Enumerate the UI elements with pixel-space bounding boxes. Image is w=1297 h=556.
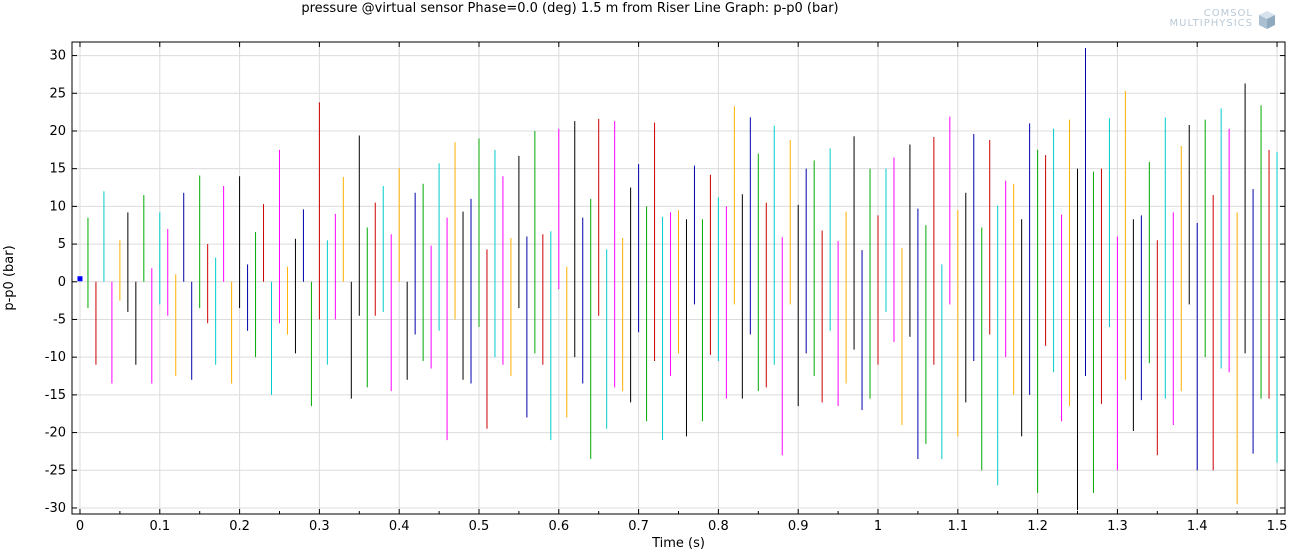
y-tick-label: 30: [49, 49, 66, 64]
y-tick-label: -30: [45, 501, 66, 516]
y-tick-label: -5: [53, 312, 66, 327]
y-tick-label: 20: [49, 124, 66, 139]
axis-ticks: [72, 42, 1285, 514]
x-tick-label: 0.6: [548, 519, 569, 534]
x-axis-label: Time (s): [651, 536, 705, 551]
x-tick-label: 1.5: [1267, 519, 1288, 534]
tick-labels: 0 0.1 0.2 0.3 0.4 0.5 0.6 0.7 0.8 0.9 1 1.1 1.2 1.3 1.…: [45, 49, 1288, 534]
x-tick-label: 1.2: [1027, 519, 1048, 534]
x-tick-label: 0.9: [788, 519, 809, 534]
x-tick-label: 1.1: [947, 519, 968, 534]
x-tick-label: 0.1: [149, 519, 170, 534]
initial-point-marker: [77, 276, 83, 282]
x-tick-label: 0: [76, 519, 84, 534]
x-tick-label: 0.5: [469, 519, 490, 534]
y-tick-label: 10: [49, 199, 66, 214]
y-tick-label: 15: [49, 162, 66, 177]
x-tick-label: 0.8: [708, 519, 729, 534]
chart-title: pressure @virtual sensor Phase=0.0 (deg)…: [301, 1, 839, 16]
y-tick-label: -10: [45, 350, 66, 365]
logo-line-2: MULTIPHYSICS: [1169, 18, 1253, 29]
y-tick-label: -20: [45, 426, 66, 441]
y-tick-label: -25: [45, 463, 66, 478]
data-series: [77, 48, 1278, 511]
x-tick-label: 1: [874, 519, 882, 534]
cube-icon: [1259, 11, 1275, 29]
y-tick-label: -15: [45, 388, 66, 403]
x-tick-label: 0.2: [229, 519, 250, 534]
x-tick-label: 0.3: [309, 519, 330, 534]
y-tick-label: 0: [58, 275, 66, 290]
x-tick-label: 1.3: [1107, 519, 1128, 534]
x-tick-label: 0.7: [628, 519, 649, 534]
x-tick-label: 1.4: [1187, 519, 1208, 534]
y-axis-label: p-p0 (bar): [2, 245, 17, 310]
y-tick-label: 5: [58, 237, 66, 252]
comsol-logo: COMSOL MULTIPHYSICS: [1143, 8, 1283, 32]
y-tick-label: 25: [49, 86, 66, 101]
x-tick-label: 0.4: [389, 519, 410, 534]
logo-line-1: COMSOL: [1203, 8, 1253, 19]
